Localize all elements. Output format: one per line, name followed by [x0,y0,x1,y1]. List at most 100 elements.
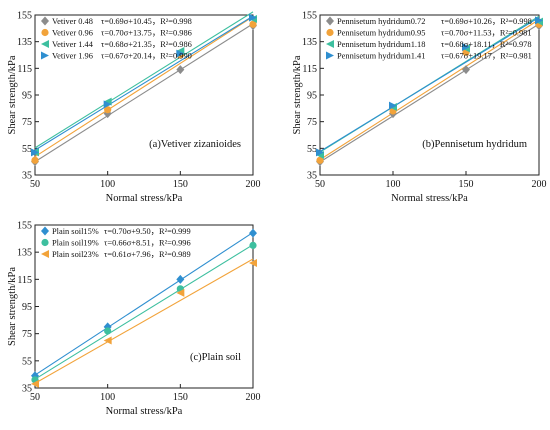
x-tick-label: 100 [100,392,115,403]
y-tick-label: 115 [17,275,32,286]
plot-frame [319,14,540,176]
fit-line [34,11,254,149]
legend-equation: τ=0.66σ+8.51，R²=0.996 [104,239,191,248]
x-axis-label: Normal stress/kPa [106,193,183,204]
fit-line [319,23,540,163]
legend-equation: τ=0.70σ+13.75，R²=0.986 [101,29,192,38]
plot-frame [34,14,254,176]
legend-marker [326,28,334,37]
legend: Vetiver 0.48 τ=0.69σ+10.45，R²=0.998 Vetive… [41,16,192,61]
legend-label: Plain soil19% [52,239,99,248]
fit-line [34,258,254,384]
data-point [462,43,470,51]
legend-label: Vetiver 1.96 [52,52,93,61]
y-tick-label: 95 [22,91,32,102]
legend-equation: τ=0.68σ+21.35，R²=0.986 [101,40,192,49]
fit-line [319,19,540,161]
legend-label: Vetiver 0.48 [52,17,93,26]
x-tick-label: 150 [459,179,474,190]
legend-marker [41,16,49,26]
legend-label: Vetiver 0.96 [52,29,93,38]
y-tick-label: 135 [302,37,317,48]
panel-caption: (c)Plain soil [190,352,241,363]
y-tick-label: 155 [302,11,317,22]
y-tick-label: 135 [17,37,32,48]
data-point [103,336,112,345]
data-point [389,101,397,110]
legend-label: Vetiver 1.44 [52,40,94,49]
legend-label: Plain soil23% [52,250,99,259]
fit-line [319,16,540,152]
legend-label: Pennisetum hydridum1.41 [337,52,425,61]
data-point [249,259,257,268]
x-tick-label: 200 [532,179,547,190]
legend: Pennisetum hydridum0.72 τ=0.69σ+10.26，R²=… [326,16,532,61]
fit-line [34,23,254,163]
data-point [462,65,470,75]
legend-marker [41,51,49,60]
legend-marker [326,16,334,26]
y-axis-label: Shear strength/kPa [7,267,18,346]
legend-marker [41,226,49,236]
y-tick-label: 55 [22,356,32,367]
x-tick-label: 200 [246,392,261,403]
x-axis-label: Normal stress/kPa [391,193,468,204]
legend-equation: τ=0.67σ+20.14，R²=0.990 [101,52,192,61]
data-point [249,241,257,249]
legend-marker [41,238,49,247]
data-point [249,228,257,238]
y-tick-label: 55 [22,144,32,155]
legend-label: Pennisetum hydridum1.18 [337,40,425,49]
y-tick-label: 95 [307,91,317,102]
y-tick-label: 75 [22,329,32,340]
fit-line [34,15,254,151]
legend-marker [41,40,49,48]
legend-label: Plain soil15% [52,227,99,236]
y-tick-label: 115 [302,64,317,75]
x-tick-label: 50 [30,179,40,190]
x-tick-label: 150 [173,392,188,403]
legend-equation: τ=0.69σ+10.26，R²=0.998 [441,17,532,26]
y-tick-label: 55 [307,144,317,155]
y-tick-label: 115 [17,64,32,75]
data-point [316,148,324,157]
x-tick-label: 50 [315,179,325,190]
legend: Plain soil15% τ=0.70σ+9.50，R²=0.999 Plain … [41,226,191,259]
legend-marker [326,51,334,60]
data-point [104,327,112,335]
legend-equation: τ=0.67σ+19.17，R²=0.981 [441,52,532,61]
y-tick-label: 135 [17,248,32,259]
y-tick-label: 155 [17,11,32,22]
x-tick-label: 100 [386,179,401,190]
data-point [103,100,112,109]
data-point [176,274,185,284]
y-axis-label: Shear strength/kPa [7,55,18,134]
legend-marker [41,28,49,37]
legend-equation: τ=0.69σ+10.45，R²=0.998 [101,17,192,26]
panel-caption: (b)Pennisetum hydridum [422,139,527,150]
data-point [176,49,185,58]
legend-equation: τ=0.70σ+11.53，R²=0.981 [441,29,532,38]
chart-panel-1: 35 55 75 95 115 135 155 50 100 150 200 Normal stres… [7,11,261,205]
data-point [249,13,257,22]
y-tick-label: 35 [22,384,32,395]
panel-caption: (a)Vetiver zizanioides [149,139,241,150]
chart-panel-2: 35 55 75 95 115 135 155 50 100 150 200 Normal stres… [292,11,547,205]
y-tick-label: 75 [22,117,32,128]
y-tick-label: 35 [22,171,32,182]
x-tick-label: 200 [246,179,261,190]
x-tick-label: 50 [30,392,40,403]
x-tick-label: 100 [100,179,115,190]
legend-equation: τ=0.70σ+9.50，R²=0.999 [104,227,191,236]
legend-equation: τ=0.68σ+18.11，R²=0.978 [441,40,532,49]
fit-line [34,16,254,158]
data-point [31,379,39,388]
x-axis-label: Normal stress/kPa [106,406,183,417]
y-tick-label: 95 [22,302,32,313]
y-tick-label: 35 [307,171,317,182]
legend-label: Pennisetum hydridum0.95 [337,29,425,38]
data-point [249,20,257,28]
fit-line [34,232,254,376]
legend-marker [326,40,334,48]
